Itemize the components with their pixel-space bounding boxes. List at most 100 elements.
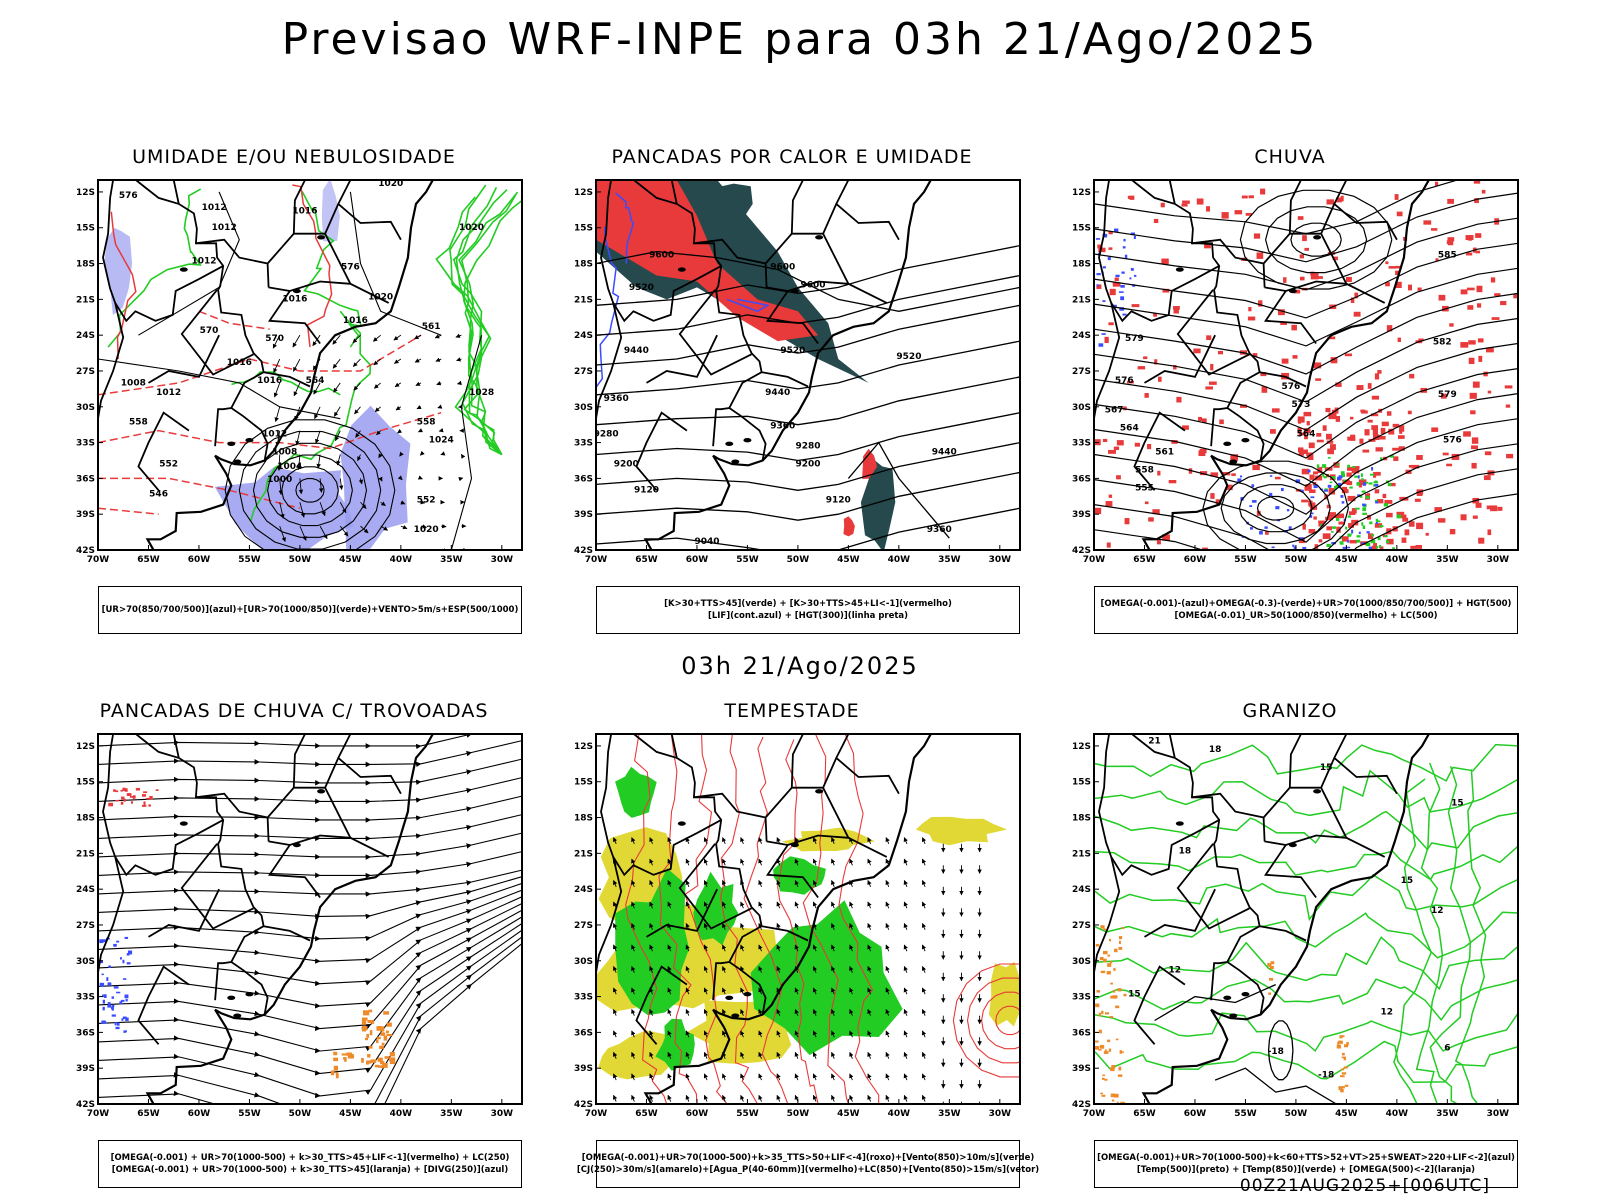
wind-vector: [293, 358, 301, 372]
wind-vector: [353, 382, 361, 391]
rain-area: [1372, 429, 1378, 436]
height-contour: [1094, 342, 1518, 431]
rain-heavy-area: [1322, 473, 1325, 477]
omega-500-area: [1100, 925, 1105, 929]
rain-area: [1490, 505, 1498, 512]
rain-area: [1335, 415, 1341, 422]
map-frame: [97, 179, 523, 551]
wind-vector: [722, 923, 727, 930]
rain-area: [1494, 293, 1501, 296]
rain-area: [1487, 390, 1492, 394]
thunderstorm-area: [133, 795, 136, 799]
border-line: [1263, 290, 1317, 345]
lake-mark: [743, 991, 752, 997]
contour-label: 9120: [826, 495, 851, 505]
border-line: [1168, 180, 1176, 205]
lat-tick-label: 15S: [1072, 778, 1091, 788]
lat-tick-label: 36S: [1072, 1028, 1091, 1038]
rain-area: [1386, 325, 1393, 332]
lon-tick-label: 45W: [339, 1109, 362, 1119]
border-line: [766, 280, 888, 304]
showers-area: [379, 1045, 384, 1050]
wind-vector: [758, 944, 763, 952]
omega-500-area: [1112, 995, 1118, 999]
wind-vector: [434, 334, 442, 339]
border-line: [267, 844, 321, 899]
rain-area: [1395, 265, 1403, 269]
rain-area: [1219, 419, 1224, 425]
wind-vector: [903, 1051, 908, 1059]
rain-area: [1176, 396, 1182, 403]
model-run-stamp: 00Z21AUG2025+[006UTC]: [1239, 1176, 1490, 1196]
rain-light-area: [1366, 531, 1370, 534]
rain-area: [1201, 418, 1207, 423]
contour-label: 546: [149, 489, 168, 499]
omega-500-area: [1344, 1084, 1349, 1087]
wind-vector: [812, 965, 818, 973]
thunderstorm-area: [123, 798, 126, 802]
rain-area: [1348, 523, 1354, 528]
rain-area: [1154, 359, 1158, 365]
wind-vector: [831, 1051, 836, 1059]
wind-vector: [903, 1073, 908, 1081]
omega-500-area: [1116, 1101, 1119, 1104]
wind-vector: [667, 965, 672, 973]
rain-area: [1367, 514, 1371, 520]
omega-500-area: [1098, 1012, 1101, 1017]
thunderstorm-area: [122, 787, 126, 791]
rain-area: [1396, 211, 1403, 217]
rain-area: [1315, 378, 1322, 381]
wind-vector: [921, 837, 927, 844]
wind-vector: [414, 358, 422, 363]
wind-vector: [885, 1073, 890, 1081]
rain-area: [1124, 518, 1130, 525]
omega-500-area: [1343, 1066, 1348, 1069]
rain-area: [1408, 521, 1415, 527]
wind-vector: [296, 454, 302, 471]
rain-area: [1504, 385, 1513, 389]
wind-vector: [354, 406, 361, 415]
rain-light-area: [1300, 489, 1304, 493]
lake-mark: [1229, 1013, 1238, 1018]
rain-heavy-area: [1362, 512, 1367, 515]
rain-area: [1390, 482, 1396, 487]
wind-vector: [849, 1030, 854, 1038]
wind-vector: [903, 837, 908, 844]
streamline: [98, 814, 522, 842]
rain-area: [1466, 287, 1475, 291]
wind-vector: [849, 858, 854, 866]
wind-vector: [455, 333, 462, 338]
divergence-area: [119, 1001, 123, 1005]
rain-area: [1303, 411, 1312, 417]
wind-vector: [903, 987, 908, 995]
humidity-upper-area: [214, 467, 354, 550]
contour-label: 9040: [695, 537, 720, 547]
rain-area: [1356, 385, 1364, 391]
contour-label: 1020: [459, 223, 484, 233]
omega-500-area: [1109, 961, 1113, 964]
rain-area: [1153, 313, 1158, 317]
wind-vector: [921, 965, 927, 973]
lon-tick-label: 50W: [1285, 1109, 1308, 1119]
rain-area: [1134, 442, 1140, 447]
wind-vector: [794, 858, 799, 866]
lat-tick-label: 21S: [1072, 849, 1091, 859]
rain-area: [1374, 373, 1380, 380]
rain-heavy-area: [1356, 539, 1361, 543]
border-line: [266, 734, 352, 819]
divergence-area: [113, 986, 119, 989]
border-line: [712, 407, 730, 447]
lat-tick-label: 24S: [574, 331, 593, 341]
wind-vector: [885, 901, 890, 909]
wind-vector: [703, 1051, 709, 1059]
rain-light-area: [1374, 483, 1379, 487]
wind-vector: [794, 987, 799, 995]
lat-tick-label: 42S: [76, 1100, 95, 1110]
legend-box: [K>30+TTS>45](verde) + [K>30+TTS>45+LI<-…: [596, 586, 1020, 634]
streamline-850: [720, 734, 758, 1104]
contour-label: 9520: [629, 283, 654, 293]
lon-tick-label: 55W: [1234, 555, 1257, 565]
rain-area: [1230, 454, 1239, 461]
rain-area: [1182, 425, 1189, 430]
wind-vector: [703, 837, 709, 844]
